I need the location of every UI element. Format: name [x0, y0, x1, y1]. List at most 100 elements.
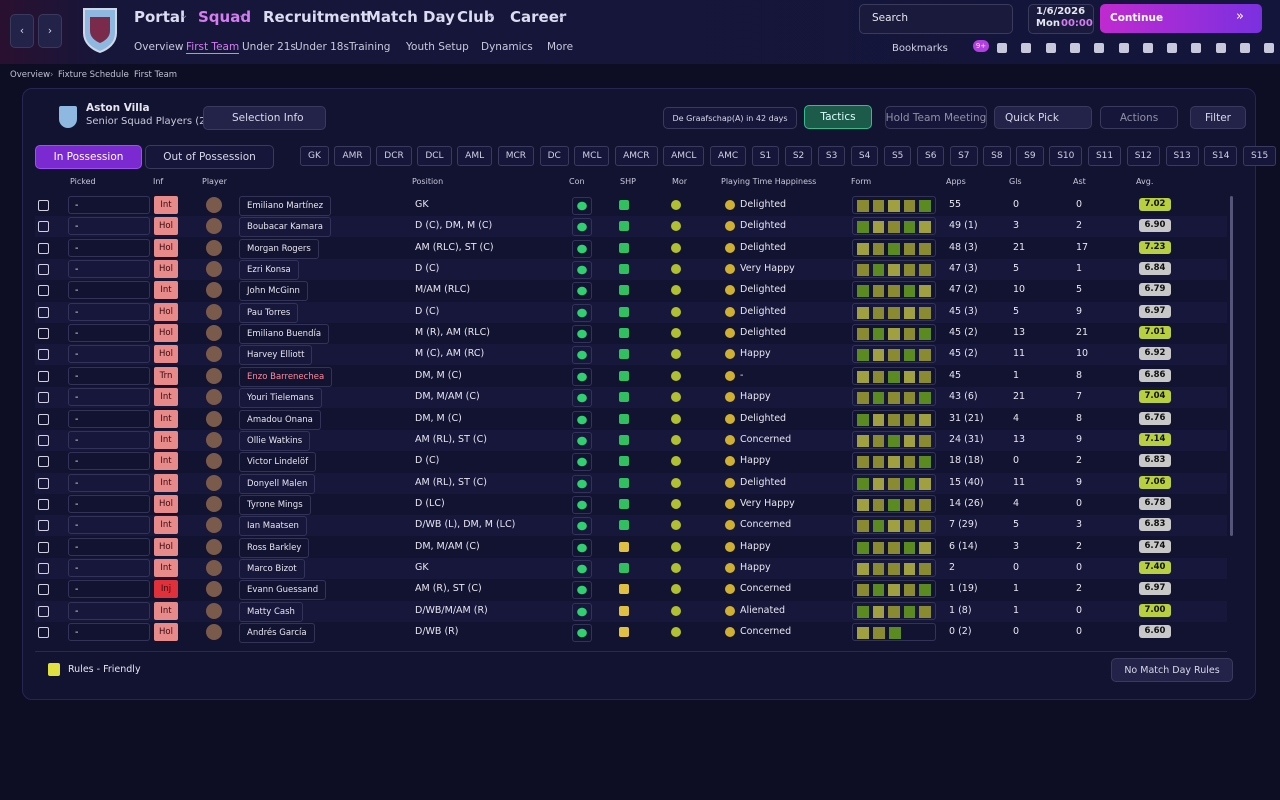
selection-info-button[interactable]: Selection Info: [203, 106, 326, 130]
column-header[interactable]: Player: [202, 177, 227, 186]
position-chip[interactable]: AMC: [709, 146, 747, 166]
match-day-rules-button[interactable]: No Match Day Rules: [1111, 658, 1233, 682]
player-name[interactable]: Ross Barkley: [239, 537, 310, 558]
row-checkbox[interactable]: [38, 605, 49, 617]
position-chip[interactable]: S4: [850, 146, 879, 166]
column-header[interactable]: Position: [412, 177, 444, 186]
row-checkbox[interactable]: [38, 221, 49, 233]
toolbar-icon[interactable]: [1167, 43, 1178, 53]
position-chip[interactable]: S15: [1243, 146, 1277, 166]
player-name[interactable]: Marco Bizot: [239, 558, 305, 579]
main-menu-item[interactable]: Recruitment: [263, 8, 368, 26]
picked-dropdown[interactable]: -: [68, 473, 150, 492]
column-header[interactable]: Apps: [946, 177, 966, 186]
row-checkbox[interactable]: [38, 541, 49, 553]
player-name[interactable]: Matty Cash: [239, 601, 303, 622]
row-checkbox[interactable]: [38, 584, 49, 596]
row-checkbox[interactable]: [38, 370, 49, 382]
column-header[interactable]: Playing Time Happiness: [721, 177, 817, 186]
picked-dropdown[interactable]: -: [68, 260, 150, 279]
actions-button[interactable]: Actions: [1100, 106, 1178, 129]
sub-menu-item[interactable]: Training: [349, 41, 391, 53]
position-chip[interactable]: S14: [1204, 146, 1238, 166]
picked-dropdown[interactable]: -: [68, 537, 150, 556]
toolbar-icon[interactable]: [1142, 43, 1153, 53]
main-menu-item[interactable]: Career: [510, 8, 567, 26]
filter-button[interactable]: Filter: [1190, 106, 1246, 129]
toolbar-icon[interactable]: [1264, 43, 1275, 53]
team-meeting-button[interactable]: Hold Team Meeting: [885, 106, 987, 129]
player-name[interactable]: John McGinn: [239, 281, 308, 302]
quick-pick-button[interactable]: Quick Pick: [994, 106, 1092, 129]
breadcrumb-item[interactable]: Fixture Schedule: [58, 70, 129, 80]
picked-dropdown[interactable]: -: [68, 366, 150, 385]
toolbar-icon[interactable]: [997, 43, 1007, 53]
player-name[interactable]: Evann Guessand: [239, 580, 327, 601]
main-menu-item[interactable]: Squad: [198, 8, 252, 26]
breadcrumb-item[interactable]: First Team: [134, 70, 178, 80]
toolbar-icon[interactable]: [1069, 43, 1080, 53]
column-header[interactable]: Avg.: [1136, 177, 1154, 186]
position-chip[interactable]: S1: [751, 146, 780, 166]
picked-dropdown[interactable]: -: [68, 196, 150, 214]
toolbar-icon[interactable]: [1021, 43, 1032, 53]
column-header[interactable]: Picked: [70, 177, 96, 186]
sub-menu-item[interactable]: Youth Setup: [406, 41, 469, 53]
row-checkbox[interactable]: [38, 264, 49, 276]
position-chip[interactable]: AMR: [334, 146, 371, 166]
player-name[interactable]: Emiliano Buendía: [239, 324, 330, 345]
sub-menu-item[interactable]: Overview: [134, 41, 184, 53]
position-chip[interactable]: S13: [1165, 146, 1199, 166]
picked-dropdown[interactable]: -: [68, 409, 150, 428]
column-header[interactable]: Ast: [1073, 177, 1086, 186]
column-header[interactable]: Mor: [672, 177, 688, 186]
player-name[interactable]: Enzo Barrenechea: [239, 366, 333, 387]
back-button[interactable]: ‹: [10, 14, 34, 48]
toolbar-icon[interactable]: [1191, 43, 1202, 53]
player-name[interactable]: Amadou Onana: [239, 409, 321, 430]
column-header[interactable]: Con: [569, 177, 585, 186]
picked-dropdown[interactable]: -: [68, 516, 150, 535]
toolbar-icon[interactable]: [1045, 43, 1056, 53]
player-name[interactable]: Emiliano Martínez: [239, 196, 332, 216]
tactics-button[interactable]: Tactics: [804, 105, 872, 129]
position-chip[interactable]: AMCL: [663, 146, 705, 166]
player-name[interactable]: Ezri Konsa: [239, 260, 299, 281]
position-chip[interactable]: AMCR: [615, 146, 658, 166]
bookmarks[interactable]: Bookmarks: [892, 43, 948, 54]
sub-menu-item[interactable]: Under 18s: [295, 41, 349, 53]
position-chip[interactable]: S2: [784, 146, 813, 166]
picked-dropdown[interactable]: -: [68, 217, 150, 236]
toolbar-icon[interactable]: [1215, 43, 1226, 53]
position-chip[interactable]: S3: [817, 146, 846, 166]
row-checkbox[interactable]: [38, 434, 49, 446]
sub-menu-item[interactable]: Under 21s: [242, 41, 296, 53]
row-checkbox[interactable]: [38, 627, 49, 638]
row-checkbox[interactable]: [38, 200, 49, 211]
position-chip[interactable]: DCR: [376, 146, 412, 166]
position-chip[interactable]: S8: [983, 146, 1011, 166]
row-checkbox[interactable]: [38, 520, 49, 532]
row-checkbox[interactable]: [38, 392, 49, 404]
player-name[interactable]: Morgan Rogers: [239, 238, 319, 259]
picked-dropdown[interactable]: -: [68, 238, 150, 257]
position-chip[interactable]: S7: [950, 146, 978, 166]
tab-in-possession[interactable]: In Possession: [35, 145, 142, 169]
player-name[interactable]: Youri Tielemans: [239, 388, 322, 409]
picked-dropdown[interactable]: -: [68, 388, 150, 407]
row-checkbox[interactable]: [38, 306, 49, 318]
position-chip[interactable]: S5: [883, 146, 912, 166]
player-name[interactable]: Tyrone Mings: [239, 494, 311, 515]
picked-dropdown[interactable]: -: [68, 558, 150, 577]
row-checkbox[interactable]: [38, 477, 49, 489]
continue-label[interactable]: Continue: [1110, 12, 1164, 24]
player-name[interactable]: Andrés García: [239, 623, 315, 643]
player-name[interactable]: Boubacar Kamara: [239, 217, 331, 238]
picked-dropdown[interactable]: -: [68, 281, 150, 300]
column-header[interactable]: SHP: [620, 177, 636, 186]
position-chip[interactable]: S12: [1126, 146, 1160, 166]
sub-menu-item[interactable]: Dynamics: [481, 41, 533, 53]
picked-dropdown[interactable]: -: [68, 601, 150, 620]
position-chip[interactable]: MCL: [574, 146, 610, 166]
player-name[interactable]: Pau Torres: [239, 302, 299, 323]
